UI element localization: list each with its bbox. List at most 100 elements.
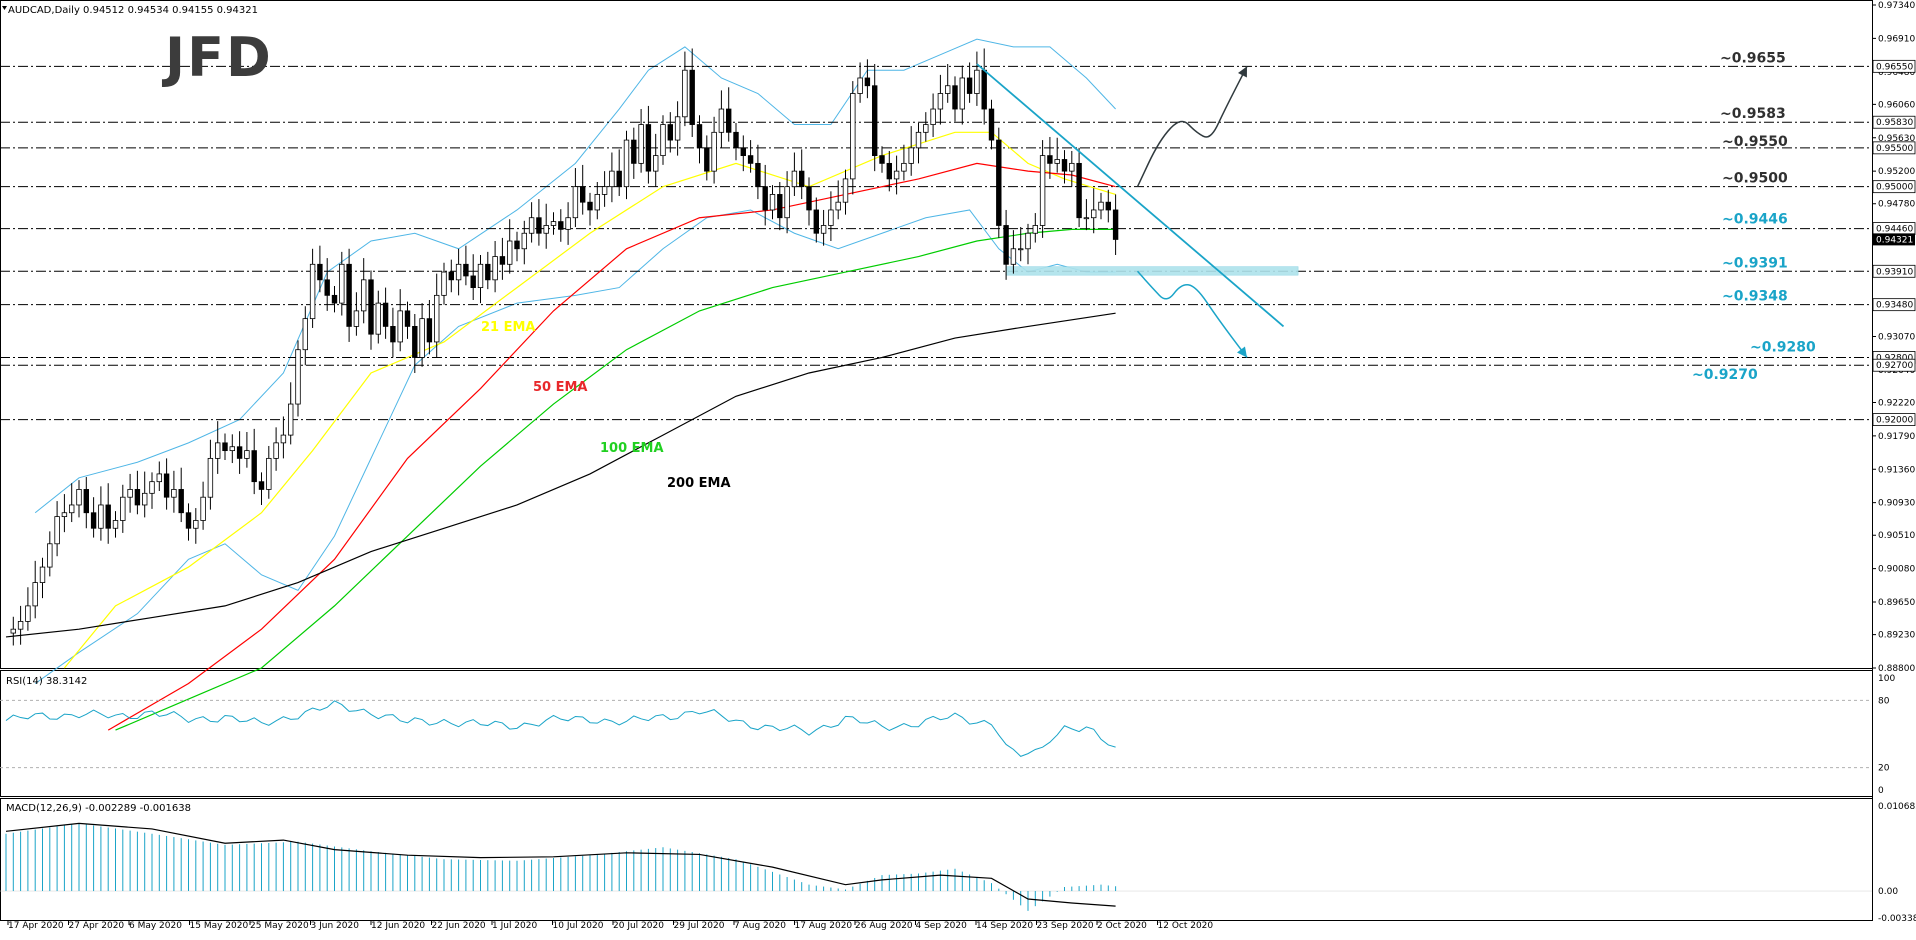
level-label: ~0.9655: [1720, 50, 1786, 66]
candle-bull: [550, 221, 557, 226]
macd-tick-label: 0.00: [1878, 887, 1898, 897]
collapse-arrow-icon[interactable]: [2, 6, 7, 10]
price-tick-label: 0.96060: [1878, 100, 1915, 110]
rsi-tick-label: 80: [1878, 696, 1890, 706]
date-tick-label: 22 Jun 2020: [432, 921, 486, 931]
candle-bear: [317, 263, 323, 281]
candle-bull: [76, 489, 82, 506]
candle-bear: [1047, 155, 1053, 164]
candle-bull: [360, 279, 367, 312]
date-tick-label: 17 Apr 2020: [8, 921, 64, 931]
date-tick-label: 26 Aug 2020: [855, 921, 913, 931]
candle-bear: [134, 489, 141, 506]
candle-bull: [339, 263, 345, 304]
candle-bull: [565, 217, 571, 230]
level-price-tag: [1872, 115, 1916, 129]
candle-bear: [740, 147, 746, 157]
symbol-info: AUDCAD,Daily 0.94512 0.94534 0.94155 0.9…: [8, 5, 258, 16]
candle-bull: [974, 69, 980, 94]
level-price-tag: [1872, 298, 1916, 312]
candle-bull: [784, 186, 790, 219]
support-resistance-levels: ~0.9655 ~0.9583 ~0.9550 ~0.9500 ~0.9446 ~0.93…: [0, 50, 1872, 421]
rsi-tick-label: 20: [1878, 764, 1890, 774]
candle-bull: [433, 294, 440, 343]
candle-bear: [762, 186, 768, 211]
candle-bear: [404, 310, 411, 327]
date-tick-label: 29 Jul 2020: [674, 921, 725, 931]
level-price-tag: [1872, 141, 1916, 155]
ema-label: 50 EMA: [533, 380, 588, 395]
date-tick-label: 25 May 2020: [250, 921, 309, 931]
candle-bear: [952, 85, 958, 110]
level-label: ~0.9280: [1750, 339, 1816, 355]
candle-bear: [872, 85, 878, 157]
price-axis: 0.97340 0.96910 0.96480 0.96060 0.95630 0.952…: [1872, 1, 1915, 674]
level-price-tag: [1872, 413, 1916, 426]
candle-bull: [915, 131, 922, 149]
candle-bear: [485, 263, 491, 281]
candle-bull: [302, 318, 308, 351]
level-label: ~0.9550: [1722, 134, 1788, 150]
candle-bull: [908, 147, 914, 164]
level-price-tag-text: 0.92700: [1876, 361, 1913, 371]
candle-bear: [616, 170, 622, 188]
candle-bull: [1083, 217, 1090, 220]
candle-bull: [1010, 248, 1017, 265]
candle-bull: [791, 170, 798, 188]
candle-bear: [988, 108, 995, 141]
rsi-line: [5, 700, 1116, 757]
date-tick-label: 27 Apr 2020: [69, 921, 125, 931]
rsi-info: RSI(14) 38.3142: [6, 676, 87, 687]
candle-bear: [514, 240, 520, 250]
candle-bear: [879, 155, 885, 164]
current-price-tag: [1873, 233, 1915, 246]
candle-bull: [441, 271, 447, 296]
candle-bull: [17, 621, 24, 630]
candlesticks: [10, 48, 1119, 646]
price-tick-label: 0.96480: [1878, 68, 1915, 78]
level-price-tag: [1872, 180, 1916, 194]
candle-bear: [689, 69, 695, 125]
candle-bull: [39, 566, 46, 584]
candle-bull: [521, 232, 527, 250]
ema-line: [107, 162, 1116, 731]
rsi-tick-label: 0: [1878, 786, 1884, 796]
candle-bull: [718, 108, 725, 133]
candle-bear: [996, 139, 1002, 226]
candle-bull: [850, 93, 856, 180]
candle-bull: [193, 520, 199, 529]
candle-bear: [185, 512, 192, 529]
candle-bear: [331, 294, 338, 304]
candle-bull: [32, 582, 38, 607]
candle-bull: [660, 124, 666, 157]
candle-bear: [813, 209, 819, 234]
date-tick-label: 20 Jul 2020: [613, 921, 664, 931]
macd-info: MACD(12,26,9) -0.002289 -0.001638: [6, 803, 191, 814]
level-price-tag: [1872, 358, 1916, 372]
level-price-tag-text: 0.92800: [1876, 353, 1913, 363]
candle-bull: [674, 116, 681, 141]
candle-bear: [1003, 225, 1009, 265]
downtrend-line: [976, 63, 1285, 328]
level-price-tag: [1872, 59, 1916, 73]
rsi-tick-label: 100: [1878, 674, 1895, 684]
price-tick-label: 0.88800: [1878, 664, 1915, 674]
candle-bear: [733, 131, 739, 149]
candle-bear: [90, 512, 97, 529]
price-tick-label: 0.95200: [1878, 167, 1915, 177]
bullish-scenario-path: [1136, 65, 1248, 187]
candle-bull: [1025, 232, 1031, 250]
candle-bear: [105, 504, 111, 529]
candle-bull: [638, 124, 644, 164]
candle-bull: [923, 124, 929, 133]
candle-bull: [937, 93, 944, 110]
candle-bull: [930, 108, 936, 125]
level-label: ~0.9583: [1720, 106, 1786, 122]
price-tick-label: 0.94780: [1878, 200, 1915, 210]
candle-bear: [726, 108, 732, 133]
price-tick-label: 0.89230: [1878, 631, 1915, 641]
candle-bear: [324, 279, 330, 296]
candle-bull: [1098, 201, 1104, 211]
candle-bear: [1112, 209, 1119, 240]
candle-bear: [1061, 159, 1068, 172]
